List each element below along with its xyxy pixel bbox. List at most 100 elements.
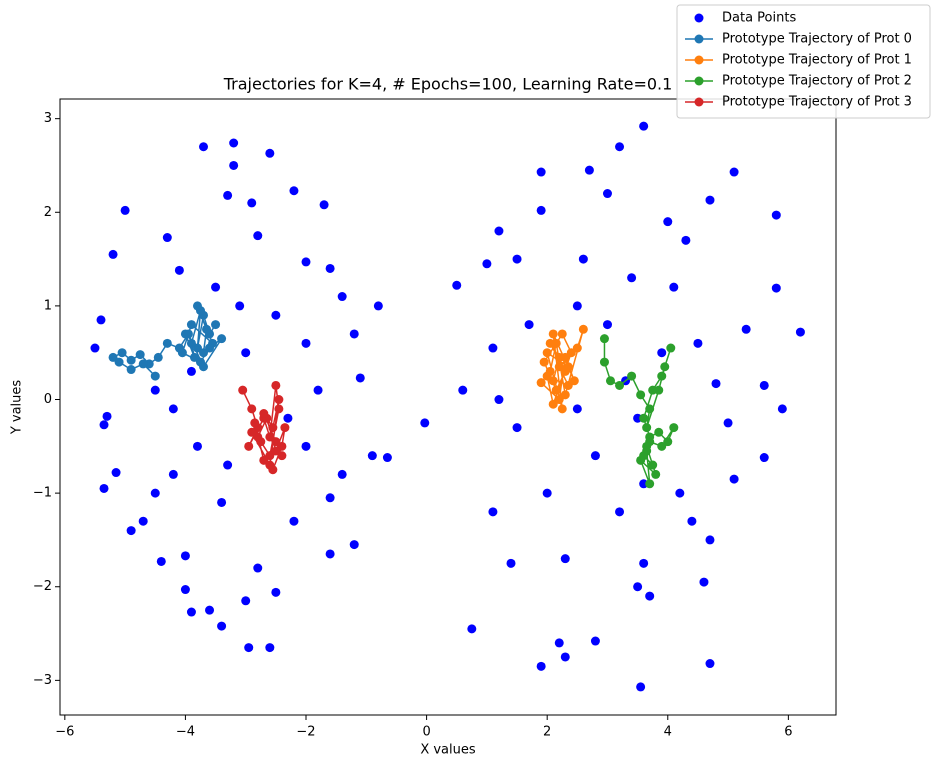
legend: Data Points Prototype Trajectory of Prot … [676,4,931,119]
point [590,451,600,461]
point [168,469,178,479]
point [244,441,254,451]
point [241,596,251,606]
point [536,167,546,177]
point [669,423,679,433]
point [280,423,290,433]
point [642,446,652,456]
point [247,427,257,437]
point [539,357,549,367]
y-axis-label: Y values [10,380,25,436]
point [162,233,172,243]
point [271,587,281,597]
point [274,395,284,405]
point [675,488,685,498]
legend-marker [694,76,704,86]
legend-label: Prototype Trajectory of Prot 2 [722,74,912,89]
point [138,516,148,526]
point [156,556,166,566]
point [126,526,136,536]
point [636,682,646,692]
point [554,395,564,405]
point [590,636,600,646]
point [729,474,739,484]
point [545,366,555,376]
plot-area [90,121,805,692]
point [681,235,691,245]
point [524,320,534,330]
point [313,385,323,395]
point [265,460,275,470]
point [759,380,769,390]
point [657,348,667,358]
point [627,273,637,283]
point [138,359,148,369]
point [168,404,178,414]
point [627,371,637,381]
point [217,334,227,344]
point [223,190,233,200]
point [657,371,667,381]
point [229,160,239,170]
legend-label: Data Points [722,11,796,26]
axes-frame [59,98,837,716]
point [506,558,516,568]
point [186,320,196,330]
point [271,380,281,390]
point [202,324,212,334]
point [494,226,504,236]
point [99,420,109,430]
point [102,411,112,421]
point [247,404,257,414]
point [382,453,392,463]
x-tick-label: 0 [422,725,430,740]
point [420,418,430,428]
point [301,257,311,267]
point [265,643,275,653]
point [602,189,612,199]
legend-box [676,4,931,119]
point [648,385,658,395]
point [373,301,383,311]
point [283,413,293,423]
point [186,607,196,617]
point [645,591,655,601]
y-tick-label: −1 [33,486,52,501]
point [111,468,121,478]
point [705,659,715,669]
point [639,413,649,423]
point [135,350,145,360]
point [599,334,609,344]
y-tick-label: 0 [44,392,52,407]
point [642,423,652,433]
point [268,423,278,433]
point [557,404,567,414]
point [488,343,498,353]
point [114,357,124,367]
point [301,441,311,451]
point [599,357,609,367]
point [711,379,721,389]
point [584,165,594,175]
point [572,343,582,353]
point [572,404,582,414]
point [337,469,347,479]
point [174,343,184,353]
point [482,259,492,269]
point [645,404,655,414]
point [636,390,646,400]
point [186,366,196,376]
point [554,362,564,372]
point [551,385,561,395]
point [795,327,805,337]
point [615,380,625,390]
point [687,516,697,526]
legend-label: Prototype Trajectory of Prot 3 [722,95,912,110]
point [277,451,287,461]
point [693,338,703,348]
point [301,338,311,348]
point [759,453,769,463]
point [211,320,221,330]
point [729,167,739,177]
x-tick-label: 6 [784,725,792,740]
